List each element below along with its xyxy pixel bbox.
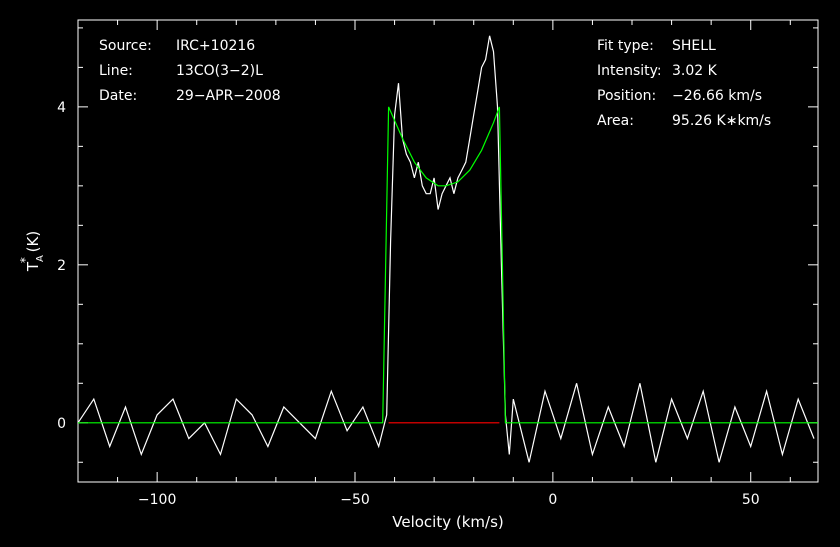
- y-tick-label: 2: [57, 258, 66, 274]
- y-tick-label: 0: [57, 416, 66, 432]
- x-axis-label: Velocity (km/s): [392, 513, 503, 531]
- info-right-key: Area:: [597, 113, 634, 129]
- info-block-left: Source: IRC+10216 Line: 13CO(3−2)L Date: 29−A…: [99, 38, 281, 104]
- y-axis-label: TA* (K): [18, 231, 46, 272]
- x-tick-label: 50: [742, 492, 760, 508]
- series-layer: [77, 35, 818, 463]
- info-right-value: 95.26 K∗km/s: [672, 113, 771, 129]
- info-right-value: 3.02 K: [672, 63, 718, 79]
- info-right-key: Position:: [597, 88, 656, 104]
- y-tick-label: 4: [57, 100, 66, 116]
- info-block-right: Fit type: SHELL Intensity: 3.02 K Position: −…: [597, 38, 771, 129]
- x-tick-label: −50: [340, 492, 370, 508]
- axis-tick-labels: −100 −50 0 50 0 2 4: [57, 100, 760, 508]
- svg-text:TA* (K): TA* (K): [18, 231, 46, 272]
- info-right-key: Fit type:: [597, 38, 654, 54]
- info-right-key: Intensity:: [597, 63, 662, 79]
- info-left-key: Date:: [99, 88, 137, 104]
- x-tick-label: −100: [138, 492, 176, 508]
- axis-ticks: [77, 20, 818, 482]
- info-right-value: −26.66 km/s: [672, 88, 762, 104]
- info-left-key: Source:: [99, 38, 152, 54]
- y-axis-label-sup: *: [18, 257, 32, 263]
- shell-fit-line: [78, 106, 818, 424]
- observed-spectrum-line: [77, 35, 815, 463]
- y-axis-label-main: T: [24, 261, 42, 272]
- y-axis-label-sub: A: [35, 255, 46, 262]
- y-axis-label-unit: (K): [24, 231, 42, 257]
- info-left-value: IRC+10216: [176, 38, 255, 54]
- x-tick-label: 0: [548, 492, 557, 508]
- info-left-value: 13CO(3−2)L: [176, 63, 263, 79]
- info-left-key: Line:: [99, 63, 133, 79]
- info-left-value: 29−APR−2008: [176, 88, 281, 104]
- plot-frame: [77, 19, 819, 483]
- info-right-value: SHELL: [672, 38, 716, 54]
